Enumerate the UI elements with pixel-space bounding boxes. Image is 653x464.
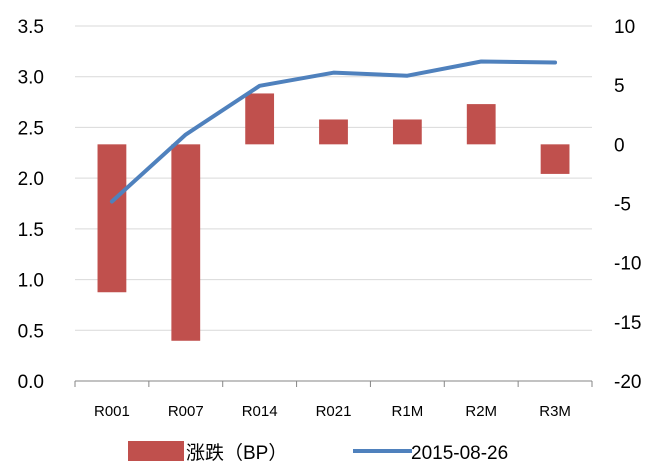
bar-series <box>97 93 570 341</box>
left-tick-label: 2.5 <box>18 118 44 139</box>
x-tick-label: R001 <box>94 403 130 420</box>
axes <box>74 380 593 387</box>
left-tick-label: 0.5 <box>18 321 44 342</box>
legend: 涨跌（BP） 2015-08-26 <box>128 441 508 464</box>
bar <box>171 144 201 341</box>
x-tick-label: R1M <box>392 403 424 420</box>
right-tick-label: -20 <box>614 372 641 393</box>
right-tick-label: -5 <box>614 195 631 216</box>
bar <box>540 144 570 174</box>
x-tick-label: R021 <box>316 403 352 420</box>
bar <box>97 144 127 293</box>
bar <box>466 104 496 145</box>
left-tick-label: 1.5 <box>18 220 44 241</box>
right-tick-label: -10 <box>614 254 641 275</box>
left-tick-label: 2.0 <box>18 169 44 190</box>
bar <box>245 93 275 145</box>
left-tick-label: 0.0 <box>18 372 44 393</box>
right-tick-label: 5 <box>614 76 625 97</box>
line-series <box>109 59 558 204</box>
left-axis-ticks: 0.0 0.5 1.0 1.5 2.0 2.5 3.0 3.5 <box>18 17 44 393</box>
left-tick-label: 3.5 <box>18 17 44 38</box>
x-tick-label: R007 <box>168 403 204 420</box>
x-axis-ticks: R001 R007 R014 R021 R1M R2M R3M <box>94 403 571 420</box>
left-tick-label: 3.0 <box>18 68 44 89</box>
legend-bar-label: 涨跌（BP） <box>186 442 287 464</box>
right-tick-label: -15 <box>614 313 641 334</box>
left-tick-label: 1.0 <box>18 271 44 292</box>
right-axis-ticks: -20 -15 -10 -5 0 5 10 <box>614 17 641 393</box>
x-tick-label: R3M <box>539 403 571 420</box>
legend-bar-swatch <box>128 441 184 461</box>
legend-line-label: 2015-08-26 <box>411 443 508 464</box>
bar <box>319 119 348 145</box>
right-tick-label: 10 <box>614 17 635 38</box>
x-tick-label: R014 <box>242 403 278 420</box>
bar <box>392 119 422 145</box>
right-tick-label: 0 <box>614 135 625 156</box>
x-tick-label: R2M <box>465 403 497 420</box>
